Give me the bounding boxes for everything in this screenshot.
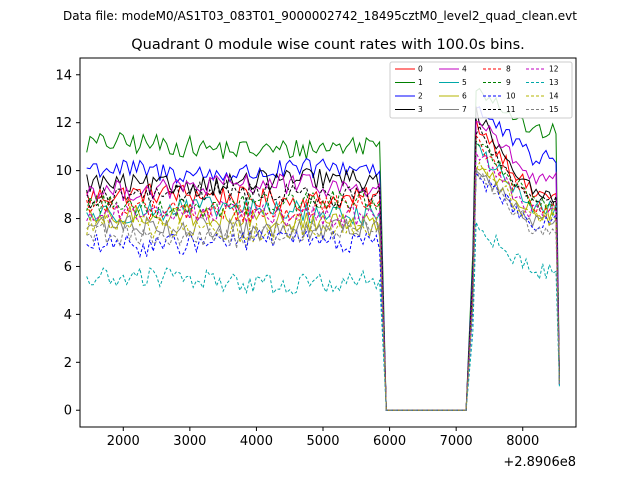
legend-label-7: 7 [462, 105, 467, 114]
series-3-line [86, 106, 560, 411]
series-2-line [86, 106, 560, 411]
y-tick-label: 0 [64, 404, 72, 419]
series-12-line [86, 152, 560, 411]
series-13-line [86, 222, 560, 411]
x-tick-label: 7000 [440, 434, 473, 449]
legend-label-0: 0 [418, 65, 423, 74]
series-6-line [86, 167, 560, 411]
series-9-line [86, 139, 560, 411]
legend-label-4: 4 [462, 65, 467, 74]
legend-label-1: 1 [418, 78, 423, 87]
series-1-line [86, 87, 560, 411]
chart-title: Quadrant 0 module wise count rates with … [131, 37, 525, 53]
y-axis: 0 2 4 6 8 10 12 14 [55, 68, 80, 419]
legend-label-2: 2 [418, 92, 423, 101]
x-tick-label: 2000 [107, 434, 140, 449]
x-offset-label: +2.8906e8 [503, 455, 576, 470]
y-tick-label: 6 [64, 260, 72, 275]
y-tick-label: 10 [55, 164, 72, 179]
y-tick-label: 8 [64, 212, 72, 227]
series-4-line [86, 120, 560, 411]
plot-area [79, 57, 577, 428]
x-tick-label: 5000 [306, 434, 339, 449]
legend-label-5: 5 [462, 78, 467, 87]
series-layer [86, 87, 560, 411]
series-5-line [86, 142, 560, 411]
y-tick-label: 4 [64, 308, 72, 323]
axes-frame [79, 57, 577, 428]
x-tick-label: 4000 [240, 434, 273, 449]
x-tick-label: 3000 [173, 434, 206, 449]
x-tick-label: 6000 [373, 434, 406, 449]
series-15-line [86, 168, 560, 411]
chart-suptitle: Data file: modeM0/AS1T03_083T01_90000027… [63, 9, 577, 23]
y-tick-label: 12 [55, 116, 72, 131]
legend-label-14: 14 [549, 92, 559, 101]
series-0-line [86, 119, 560, 411]
series-14-line [86, 161, 560, 411]
x-tick-label: 8000 [506, 434, 539, 449]
series-7-line [86, 169, 560, 411]
y-tick-label: 14 [55, 68, 72, 83]
legend-label-15: 15 [549, 105, 559, 114]
y-tick-label: 2 [64, 356, 72, 371]
x-axis: 2000 3000 4000 5000 6000 7000 8000 [107, 427, 539, 449]
legend-frame [389, 61, 573, 119]
legend-label-9: 9 [506, 78, 511, 87]
legend-label-11: 11 [506, 105, 516, 114]
legend-label-3: 3 [418, 105, 423, 114]
legend-label-10: 10 [506, 92, 516, 101]
legend-label-12: 12 [549, 65, 559, 74]
legend-label-8: 8 [506, 65, 511, 74]
legend-label-13: 13 [549, 78, 559, 87]
legend-label-6: 6 [462, 92, 467, 101]
